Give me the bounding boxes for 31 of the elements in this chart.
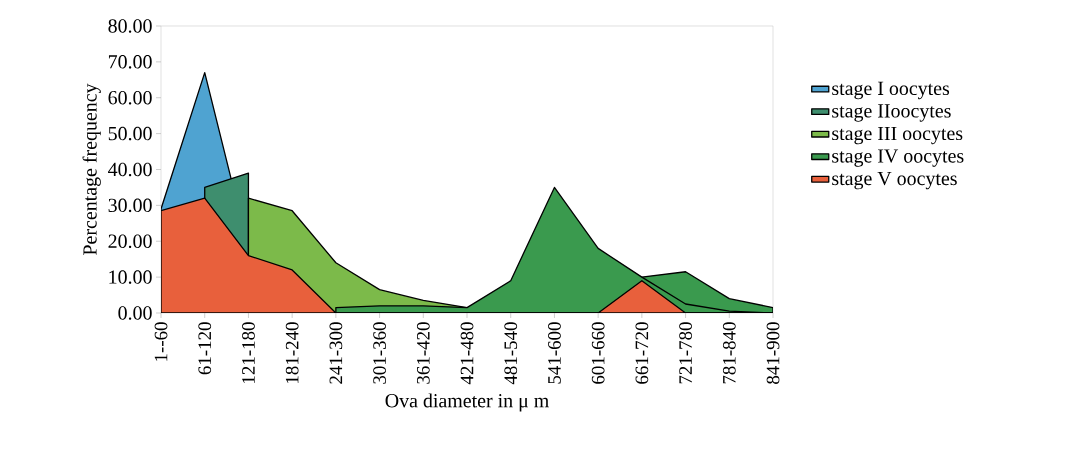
x-tick-label: 421-480 bbox=[460, 322, 474, 385]
y-tick-label: 40.00 bbox=[108, 162, 152, 177]
x-axis-title: Ova diameter in μ m bbox=[385, 393, 549, 412]
y-tick-label: 0.00 bbox=[118, 306, 152, 320]
y-tick-label: 50.00 bbox=[108, 126, 152, 141]
y-axis-title: Percentage frequency bbox=[82, 83, 101, 255]
x-tick-label: 661-720 bbox=[635, 322, 649, 384]
x-tick-label: 1--60 bbox=[154, 322, 168, 361]
x-tick-label: 301-360 bbox=[373, 322, 386, 384]
x-tick-label: 61-120 bbox=[198, 322, 212, 375]
x-tick-label: 841-900 bbox=[766, 322, 780, 384]
x-tick-label: 481-540 bbox=[504, 322, 518, 385]
legend-label: stage III oocytes bbox=[832, 126, 963, 145]
legend-label: stage I oocytes bbox=[832, 81, 950, 100]
y-tick-label: 80.00 bbox=[108, 19, 152, 33]
y-tick-label: 70.00 bbox=[108, 55, 152, 69]
y-tick-label: 60.00 bbox=[108, 90, 152, 105]
x-tick-label: 541-600 bbox=[548, 322, 561, 384]
x-tick-label: 781-840 bbox=[722, 322, 736, 384]
x-tick-label: 121-180 bbox=[242, 322, 255, 383]
y-tick-label: 20.00 bbox=[108, 234, 152, 248]
x-tick-label: 601-660 bbox=[591, 322, 605, 384]
x-tick-label: 361-420 bbox=[416, 322, 430, 384]
x-tick-label: 721-780 bbox=[679, 322, 692, 384]
y-tick-label: 30.00 bbox=[108, 198, 152, 213]
y-tick-label: 10.00 bbox=[109, 270, 152, 284]
x-tick-label: 241-300 bbox=[329, 322, 343, 384]
x-tick-label: 181-240 bbox=[285, 322, 299, 383]
legend-label: stage V oocytes bbox=[832, 171, 957, 190]
legend-label: stage IV oocytes bbox=[832, 149, 964, 167]
legend-label: stage IIoocytes bbox=[832, 104, 951, 122]
